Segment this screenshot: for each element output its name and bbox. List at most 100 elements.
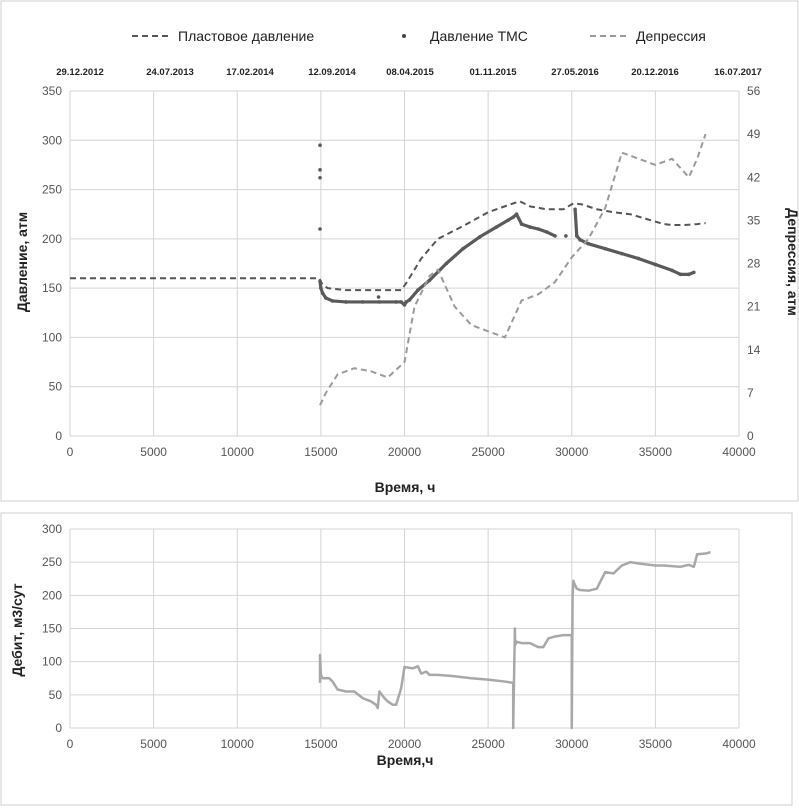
data-point (544, 230, 549, 234)
y-tick-label: 200 (42, 232, 62, 246)
data-point (324, 296, 328, 300)
data-point (670, 268, 674, 273)
x-tick-label: 20000 (388, 445, 422, 459)
bottom-y-axis-title: Дебит, м3/сут (9, 583, 25, 676)
pressure-chart: 0 5000 10000 15000 20000 25000 30000 35000 40000… (42, 84, 761, 459)
date-tick: 12.09.2014 (308, 67, 356, 78)
data-point (407, 298, 412, 302)
data-point (461, 246, 465, 251)
date-tick: 29.12.2012 (56, 67, 104, 78)
rate-chart: 0 5000 10000 15000 20000 25000 30000 35000 40000… (42, 522, 756, 751)
x-tick-label: 0 (67, 445, 74, 459)
top-y-axis-title: Давление, атм (14, 212, 30, 312)
data-point (578, 238, 582, 242)
data-point (404, 300, 408, 304)
y-tick-label: 200 (42, 588, 62, 602)
y-tick-label: 300 (42, 133, 62, 147)
data-point (444, 261, 449, 266)
data-point (402, 303, 407, 307)
bottom-x-axis-title: Время,ч (377, 752, 434, 768)
y2-tick-label: 56 (747, 84, 761, 98)
x-tick-label: 15000 (304, 737, 338, 751)
data-point (692, 270, 696, 275)
x-tick-label: 40000 (722, 445, 756, 459)
y-tick-label: 50 (49, 380, 63, 394)
legend-tms-swatch (402, 34, 406, 38)
data-point (330, 299, 335, 303)
y-tick-label: 150 (42, 622, 62, 636)
data-point (318, 279, 322, 284)
x-tick-label: 15000 (304, 445, 338, 459)
data-point (494, 225, 499, 229)
y-tick-label: 50 (49, 688, 63, 702)
data-point (320, 291, 325, 295)
y-tick-label: 250 (42, 183, 62, 197)
legend-tms-label: Давление ТМС (430, 28, 528, 44)
y-tick-label: 100 (42, 655, 62, 669)
data-point (399, 300, 403, 304)
x-tick-label: 0 (67, 737, 74, 751)
y2-tick-label: 35 (747, 213, 761, 227)
data-point (377, 300, 382, 304)
x-tick-label: 5000 (140, 737, 167, 751)
series-trace-давление-тмс-после-30000-ч- (573, 209, 695, 276)
date-tick: 27.05.2016 (551, 67, 599, 78)
data-point (564, 234, 568, 238)
data-point (477, 235, 482, 239)
date-tick: 08.04.2015 (386, 67, 434, 78)
data-point (553, 234, 557, 238)
data-point (528, 225, 532, 229)
data-point (574, 234, 579, 238)
y-tick-label: 350 (42, 84, 62, 98)
y-tick-label: 0 (55, 721, 62, 735)
data-point (360, 300, 365, 304)
x-tick-label: 25000 (471, 737, 505, 751)
data-point (514, 212, 519, 217)
data-point (319, 286, 323, 290)
x-tick-label: 40000 (722, 737, 756, 751)
data-point (586, 241, 591, 246)
top-date-axis: 29.12.2012 24.07.2013 17.02.2014 12.09.2… (56, 67, 762, 78)
data-point (636, 256, 641, 261)
data-point (687, 272, 691, 277)
date-tick: 16.07.2017 (714, 67, 762, 78)
series-line-депрессия (319, 133, 707, 406)
y2-tick-label: 7 (747, 386, 754, 400)
x-tick-label: 10000 (221, 737, 255, 751)
data-point (376, 295, 381, 299)
data-point (318, 168, 322, 172)
top-y2-axis-title: Депрессия, атм (785, 208, 799, 316)
y-tick-label: 250 (42, 555, 62, 569)
date-tick: 01.11.2015 (469, 67, 517, 78)
data-point (536, 227, 541, 231)
series-line-пластовое-давление (70, 200, 706, 292)
data-point (344, 300, 348, 304)
y-tick-label: 0 (55, 429, 62, 443)
y2-tick-label: 14 (747, 343, 761, 357)
x-tick-label: 30000 (555, 737, 589, 751)
series-trace-давление-тмс (318, 212, 556, 307)
data-point (519, 222, 524, 226)
date-tick: 17.02.2014 (226, 67, 274, 78)
data-point (318, 227, 322, 231)
legend-reservoir-label: Пластовое давление (178, 28, 314, 44)
data-point (318, 175, 322, 180)
x-tick-label: 35000 (639, 445, 673, 459)
data-point (416, 288, 420, 292)
data-point (506, 218, 510, 222)
series-line-дебит (318, 551, 711, 730)
y-tick-label: 100 (42, 330, 62, 344)
data-point (653, 262, 658, 267)
legend: Пластовое давление Давление ТМС Депресси… (132, 28, 706, 44)
data-point (511, 215, 516, 219)
y2-tick-label: 0 (747, 429, 754, 443)
y2-tick-label: 49 (747, 127, 761, 141)
y2-tick-label: 21 (747, 300, 761, 314)
date-tick: 20.12.2016 (631, 67, 679, 78)
y-tick-label: 150 (42, 281, 62, 295)
x-tick-label: 20000 (388, 737, 422, 751)
data-point (678, 272, 683, 277)
date-tick: 24.07.2013 (146, 67, 194, 78)
data-point (620, 251, 624, 256)
